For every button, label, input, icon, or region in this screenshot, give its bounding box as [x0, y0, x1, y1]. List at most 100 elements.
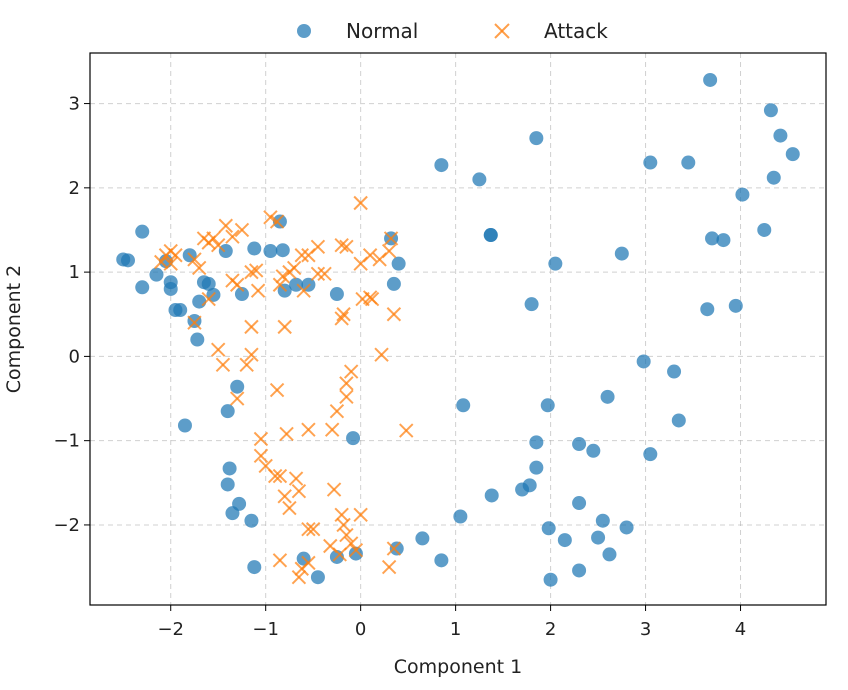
normal-point [728, 298, 743, 313]
normal-point [591, 530, 606, 545]
y-axis: −2 −1 0 1 2 3 [53, 94, 90, 536]
attack-point [187, 252, 202, 267]
normal-point [173, 303, 188, 318]
normal-point [557, 533, 572, 548]
normal-point [201, 276, 216, 291]
normal-point [602, 547, 617, 562]
legend-attack-label: Attack [544, 19, 608, 43]
attack-point [343, 536, 359, 551]
attack-point [364, 291, 380, 307]
attack-point [339, 376, 354, 391]
y-tick-label: 2 [69, 178, 80, 199]
normal-point [636, 354, 651, 369]
attack-point [272, 468, 288, 484]
attack-point [288, 471, 304, 486]
attack-point [324, 422, 340, 437]
normal-point [572, 496, 587, 511]
normal-point [614, 246, 629, 261]
attack-point [343, 364, 359, 379]
normal-point [244, 513, 259, 528]
attack-point [282, 500, 297, 516]
normal-point [135, 224, 150, 239]
attack-point [225, 229, 240, 244]
attack-point [269, 214, 285, 229]
attack-point [336, 307, 351, 322]
y-tick-label: 1 [69, 262, 80, 283]
attack-point [263, 210, 278, 225]
normal-point [643, 155, 658, 170]
normal-point [735, 187, 750, 202]
attack-point [301, 521, 316, 537]
attack-point [192, 260, 207, 276]
attack-point [399, 423, 414, 438]
attack-point [310, 266, 326, 282]
normal-point [643, 447, 658, 462]
attack-point [244, 319, 259, 335]
legend: Normal Attack [297, 19, 608, 43]
attack-point [305, 521, 321, 537]
normal-point [177, 418, 192, 433]
attack-point [286, 260, 302, 276]
x-tick-label: 0 [355, 619, 366, 640]
normal-point [543, 572, 558, 587]
attack-point [210, 342, 226, 357]
attack-point [348, 543, 364, 558]
attack-point [244, 347, 259, 362]
plot-frame [89, 52, 827, 606]
attack-point [206, 231, 221, 246]
attack-point [248, 263, 264, 278]
attack-point [218, 218, 234, 233]
normal-point [453, 509, 468, 524]
attack-point [187, 315, 202, 330]
attack-point [244, 264, 259, 280]
attack-point [326, 482, 342, 497]
legend-normal-marker [297, 24, 311, 38]
normal-point [192, 294, 207, 309]
normal-point [218, 244, 233, 259]
normal-point [434, 158, 449, 173]
normal-point [310, 570, 325, 585]
normal-point [472, 172, 487, 187]
normal-point [700, 302, 715, 317]
normal-point [705, 231, 720, 246]
attack-point [272, 277, 288, 292]
normal-point [766, 170, 781, 185]
normal-point [149, 267, 164, 282]
attack-point [258, 458, 273, 474]
normal-point [524, 297, 539, 312]
attack-point [291, 484, 307, 499]
normal-point [681, 155, 696, 170]
attack-point [317, 266, 332, 282]
normal-point [220, 404, 235, 419]
normal-point [541, 521, 556, 536]
normal-point [190, 332, 205, 347]
normal-point [773, 128, 788, 143]
attack-point [310, 239, 326, 255]
normal-point [272, 214, 287, 229]
normal-point [529, 460, 544, 475]
normal-point [763, 103, 778, 118]
normal-point [572, 437, 587, 452]
normal-point [232, 496, 247, 511]
normal-point [135, 280, 150, 295]
normal-point [667, 364, 682, 379]
attack-point [291, 569, 307, 585]
attack-point [163, 256, 178, 271]
normal-point [289, 277, 304, 292]
y-tick-label: −1 [53, 431, 80, 452]
normal-point [220, 477, 235, 492]
attack-point [215, 357, 231, 373]
attack-point [234, 222, 250, 238]
attack-point [272, 553, 288, 568]
normal-point [757, 222, 772, 237]
attack-point [253, 431, 269, 447]
attack-point [374, 347, 389, 362]
attack-point [386, 541, 402, 556]
normal-point [716, 233, 731, 248]
normal-point [483, 228, 498, 243]
y-tick-label: 0 [69, 346, 80, 367]
attack-point [334, 237, 349, 253]
normal-point [586, 443, 601, 458]
